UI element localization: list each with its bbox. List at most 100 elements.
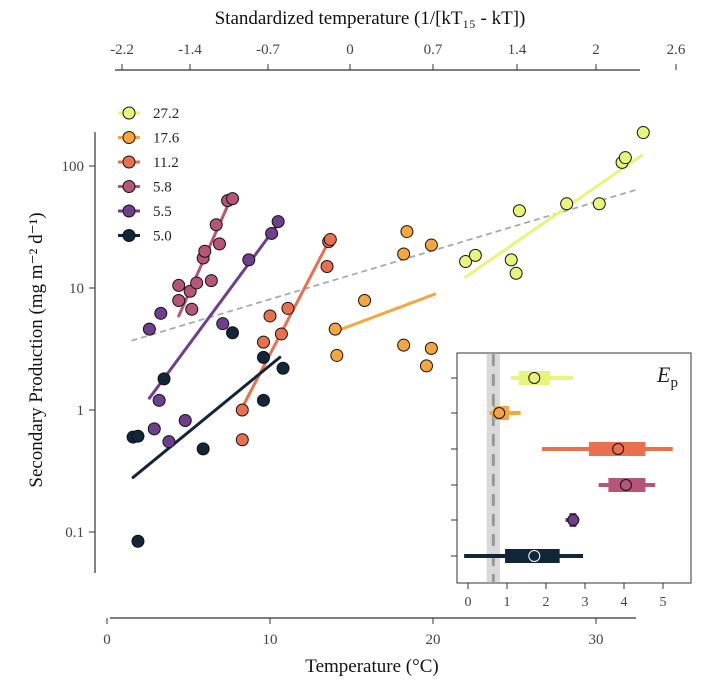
top-tick-label: -0.7	[256, 42, 280, 58]
y-tick-label: 10	[69, 281, 84, 297]
top-tick-label: 0	[346, 42, 354, 58]
legend-label: 5.8	[153, 180, 172, 196]
data-point-27-2	[459, 254, 473, 268]
data-point-11-2	[256, 335, 270, 349]
x-axis-ticks: 0 10 20 30	[103, 618, 604, 648]
data-point-27-2	[509, 266, 523, 280]
inset-estimate-point	[619, 479, 632, 491]
inset-x-tick-label: 0	[465, 595, 472, 610]
data-point-27-2	[618, 151, 632, 165]
inset-estimate-point	[528, 372, 541, 384]
data-point-17-6	[330, 348, 344, 362]
top-axis-ticks: -2.2 -1.4 -0.7 0 0.7 1.4 2 2.6	[110, 42, 686, 70]
data-point-5-8	[226, 192, 240, 206]
legend-swatch-point	[122, 131, 136, 144]
inset-content: 0 1 2 3 4 5	[451, 354, 673, 610]
data-point-5-8	[190, 276, 204, 290]
inset-title: Ep	[656, 362, 678, 391]
data-point-5-8	[212, 237, 226, 251]
inset-x-tick-label: 5	[660, 595, 667, 610]
legend-swatch-point	[122, 204, 136, 218]
x-tick-label: 10	[263, 632, 278, 648]
data-point-11-2	[263, 309, 277, 323]
data-point-27-2	[468, 248, 482, 262]
data-point-5-8	[172, 293, 186, 307]
data-point-5-0	[131, 429, 145, 443]
data-point-5-5	[162, 435, 176, 449]
legend: 27.2 17.6 11.2 5.8 5.5 5.0	[118, 106, 180, 245]
y-tick-label: 1	[77, 403, 85, 419]
x-axis-title: Temperature (°C)	[305, 656, 438, 677]
fit-line-5-0	[131, 355, 282, 479]
data-point-5-5	[265, 226, 279, 240]
legend-swatch-point	[122, 155, 136, 169]
data-point-17-6	[400, 225, 414, 239]
inset-x-tick-label: 2	[543, 595, 550, 610]
inset-reference-band	[486, 354, 500, 582]
data-point-5-5	[178, 414, 192, 428]
y-axis-ticks: 0.1 1 10 100	[62, 159, 95, 541]
data-point-11-2	[274, 327, 288, 341]
data-point-11-2	[235, 433, 249, 447]
data-point-5-5	[147, 422, 161, 436]
legend-label: 5.0	[153, 229, 172, 245]
data-point-5-0	[157, 372, 171, 386]
top-tick-label: -2.2	[110, 42, 134, 58]
data-point-17-6	[397, 247, 411, 261]
data-point-17-6	[424, 341, 438, 355]
data-point-5-5	[242, 253, 256, 267]
legend-label: 17.6	[153, 131, 180, 147]
data-point-27-2	[592, 197, 606, 211]
data-point-17-6	[397, 338, 411, 352]
data-point-11-2	[323, 232, 337, 246]
legend-swatch-point	[122, 180, 136, 193]
inset-estimate-point	[567, 514, 580, 526]
data-point-5-0	[276, 361, 290, 375]
inset-x-tick-label: 1	[504, 595, 511, 610]
y-tick-label: 100	[62, 159, 85, 175]
inset-x-tick-label: 4	[621, 595, 628, 610]
data-point-5-8	[198, 244, 212, 258]
data-point-5-5	[216, 317, 230, 331]
y-tick-label: 0.1	[65, 525, 84, 541]
data-point-5-8	[185, 302, 199, 316]
inset-estimate-point	[528, 550, 541, 562]
overall-fit-line	[131, 188, 638, 342]
data-point-17-6	[424, 238, 438, 252]
top-tick-label: -1.4	[178, 42, 202, 58]
data-point-5-0	[226, 326, 240, 340]
data-point-5-0	[131, 534, 145, 548]
data-point-17-6	[419, 359, 433, 373]
data-point-5-8	[204, 274, 218, 288]
legend-label: 11.2	[153, 155, 179, 171]
data-point-5-8	[209, 218, 223, 232]
top-tick-label: 2.6	[667, 42, 686, 58]
data-point-11-2	[281, 301, 295, 315]
x-axis: 0 10 20 30 Temperature (°C)	[103, 617, 636, 677]
x-tick-label: 30	[589, 632, 604, 648]
data-point-11-2	[235, 403, 249, 417]
fit-line-27-2	[464, 153, 644, 279]
data-point-27-2	[512, 204, 526, 218]
top-tick-label: 2	[592, 42, 600, 58]
inset-ep-panel: Ep 0 1 2 3 4 5	[451, 352, 692, 610]
data-point-11-2	[320, 260, 334, 274]
legend-label: 27.2	[153, 106, 179, 122]
x-tick-label: 0	[103, 632, 111, 648]
top-tick-label: 1.4	[508, 42, 527, 58]
x-tick-label: 20	[426, 632, 441, 648]
top-axis: Standardized temperature (1/[kT₁₅ - kT])…	[110, 8, 686, 71]
overall-fit-dashed-line	[131, 188, 638, 342]
fit-line-11-2	[240, 240, 331, 409]
data-point-5-5	[142, 322, 156, 336]
legend-label: 5.5	[153, 204, 172, 220]
data-point-5-0	[256, 393, 270, 407]
legend-swatch-point	[122, 229, 136, 242]
data-point-5-8	[172, 278, 186, 292]
fit-line-17-6	[333, 292, 437, 333]
y-axis-title: Secondary Production (mg m⁻² d⁻¹)	[26, 212, 47, 487]
top-tick-label: 0.7	[424, 42, 443, 58]
data-point-5-5	[152, 393, 166, 407]
data-point-27-2	[560, 197, 574, 211]
